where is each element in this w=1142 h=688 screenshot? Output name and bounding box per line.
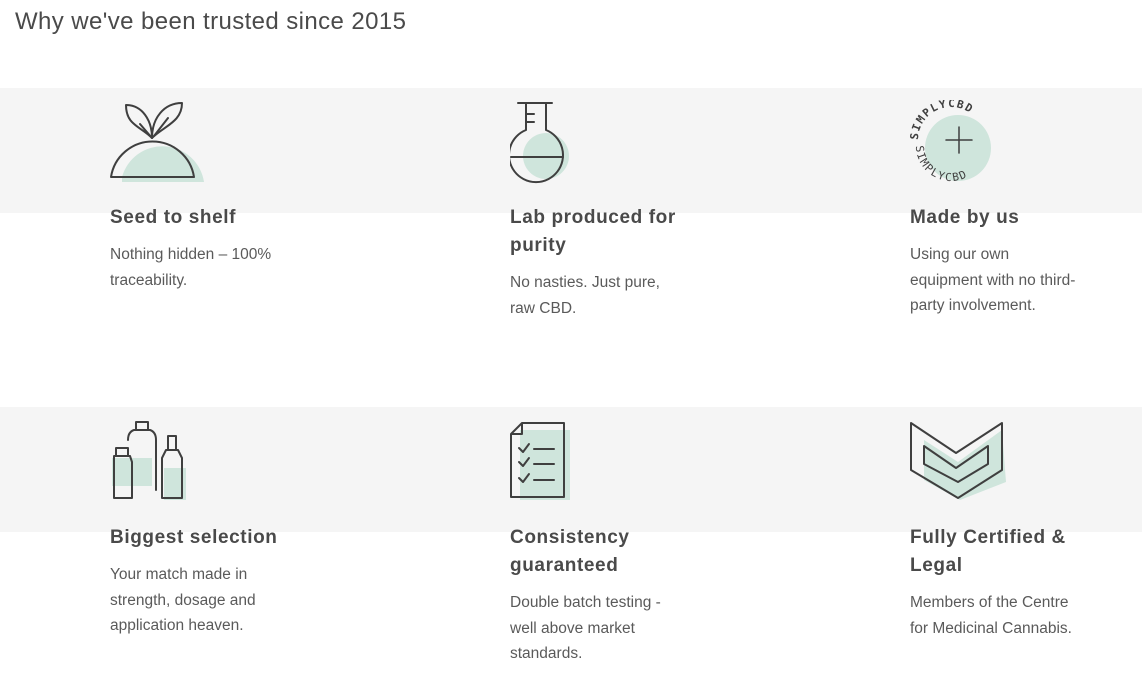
feature-description: Double batch testing - well above market… <box>510 594 661 662</box>
feature-description: Your match made in strength, dosage and … <box>110 566 256 634</box>
feature-description: Nothing hidden – 100% traceability. <box>110 246 272 289</box>
feature-description: Using our own equipment with no third- p… <box>910 246 1076 314</box>
checklist-document-icon <box>510 422 570 500</box>
feature-description: Members of the Centre for Medicinal Cann… <box>910 594 1072 637</box>
certified-shield-icon <box>910 422 1006 500</box>
feature-title: Lab produced for purity <box>510 207 676 256</box>
feature-title: Biggest selection <box>110 527 278 548</box>
feature-certified: Fully Certified & Legal Members of the C… <box>910 420 1110 650</box>
feature-lab-produced: Lab produced for purity No nasties. Just… <box>510 100 710 330</box>
feature-title: Fully Certified & Legal <box>910 527 1066 576</box>
feature-biggest-selection: Biggest selection Your match made in str… <box>110 420 310 650</box>
feature-seed-to-shelf: Seed to shelf Nothing hidden – 100% trac… <box>110 100 310 300</box>
feature-title: Made by us <box>910 207 1020 228</box>
feature-title: Consistency guaranteed <box>510 527 630 576</box>
feature-description: No nasties. Just pure, raw CBD. <box>510 274 660 317</box>
feature-title: Seed to shelf <box>110 207 237 228</box>
lab-flask-icon <box>510 102 569 183</box>
simply-cbd-stamp-icon: SIMPLYCBD SIMPLYCBD <box>910 100 991 184</box>
feature-made-by-us: SIMPLYCBD SIMPLYCBD Made by us Using our… <box>910 100 1110 330</box>
seed-sprout-icon <box>110 102 204 182</box>
bottles-icon <box>112 421 186 500</box>
feature-consistency: Consistency guaranteed Double batch test… <box>510 420 710 670</box>
section-heading: Why we've been trusted since 2015 <box>15 8 407 35</box>
